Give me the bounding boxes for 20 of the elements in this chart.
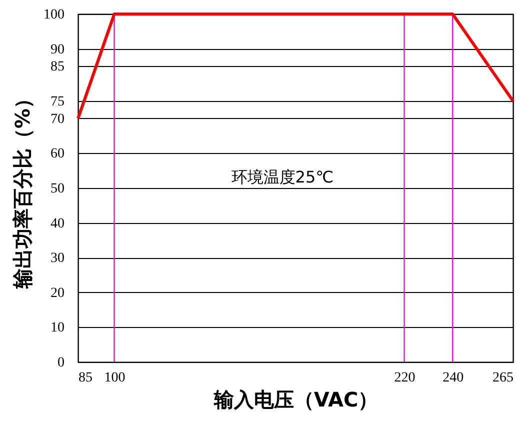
y-axis-title: 输出功率百分比（%） bbox=[10, 88, 34, 290]
y-tick-label: 100 bbox=[44, 8, 64, 22]
y-tick-label: 0 bbox=[58, 356, 64, 370]
y-tick-label: 60 bbox=[50, 146, 64, 162]
y-tick-label: 50 bbox=[50, 182, 64, 196]
y-tick-label: 75 bbox=[50, 94, 64, 110]
y-tick-label: 30 bbox=[50, 251, 64, 266]
y-tick-label: 40 bbox=[50, 216, 64, 232]
y-tick-label: 85 bbox=[50, 60, 64, 75]
y-tick-label: 90 bbox=[50, 42, 64, 58]
y-tick-label: 20 bbox=[50, 286, 64, 301]
x-tick-label: 85 bbox=[78, 370, 92, 386]
y-tick-label: 70 bbox=[50, 112, 64, 127]
x-tick-label: 100 bbox=[104, 370, 126, 386]
x-tick-label: 240 bbox=[442, 370, 464, 386]
annotation: 环境温度25℃ bbox=[231, 168, 334, 187]
x-axis-title: 输入电压（VAC） bbox=[212, 388, 378, 412]
x-tick-label: 220 bbox=[394, 370, 416, 386]
x-tick-label: 265 bbox=[492, 370, 514, 386]
y-tick-label: 10 bbox=[50, 320, 64, 336]
